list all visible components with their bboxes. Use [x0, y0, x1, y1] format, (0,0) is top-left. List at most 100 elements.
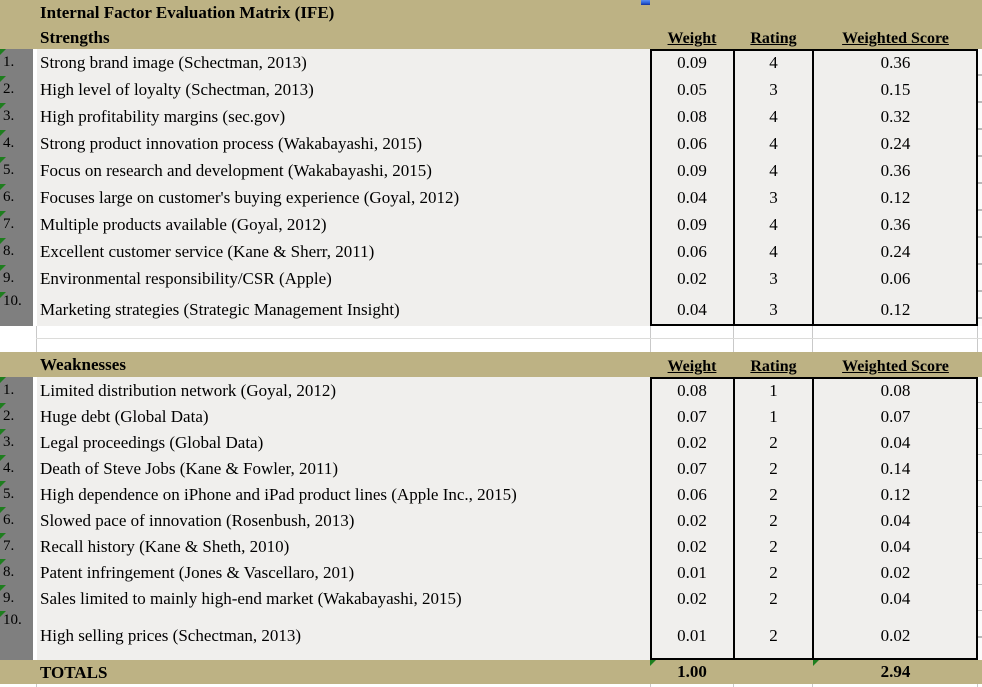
- row-number-cell[interactable]: 6.: [0, 507, 33, 533]
- column-header-weighted-score[interactable]: Weighted Score: [842, 29, 949, 47]
- row-number-cell[interactable]: 8.: [0, 238, 33, 265]
- factor-cell[interactable]: Strong brand image (Schectman, 2013): [37, 49, 650, 76]
- row-number-cell[interactable]: 3.: [0, 103, 33, 130]
- rating-cell[interactable]: 4: [734, 211, 813, 238]
- rating-cell[interactable]: 4: [734, 130, 813, 157]
- weight-cell[interactable]: 0.01: [650, 559, 734, 585]
- row-number-cell[interactable]: 9.: [0, 585, 33, 611]
- rating-cell[interactable]: 2: [734, 429, 813, 455]
- rating-cell[interactable]: 2: [734, 455, 813, 481]
- factor-cell[interactable]: Legal proceedings (Global Data): [37, 429, 650, 455]
- weight-cell[interactable]: 0.08: [650, 377, 734, 403]
- row-number-cell[interactable]: 9.: [0, 265, 33, 292]
- score-cell[interactable]: 0.06: [813, 265, 978, 292]
- row-number-cell[interactable]: 5.: [0, 481, 33, 507]
- factor-cell[interactable]: Focus on research and development (Wakab…: [37, 157, 650, 184]
- score-cell[interactable]: 0.32: [813, 103, 978, 130]
- row-number-cell[interactable]: 3.: [0, 429, 33, 455]
- weight-cell[interactable]: 0.02: [650, 507, 734, 533]
- weight-cell[interactable]: 0.08: [650, 103, 734, 130]
- rating-cell[interactable]: 3: [734, 265, 813, 292]
- score-cell[interactable]: 0.04: [813, 429, 978, 455]
- rating-cell[interactable]: 3: [734, 76, 813, 103]
- factor-cell[interactable]: Limited distribution network (Goyal, 201…: [37, 377, 650, 403]
- row-number-cell[interactable]: 1.: [0, 377, 33, 403]
- row-number-cell[interactable]: 1.: [0, 49, 33, 76]
- totals-label[interactable]: TOTALS: [40, 662, 108, 682]
- weaknesses-label[interactable]: Weaknesses: [40, 355, 126, 374]
- score-cell[interactable]: 0.12: [813, 481, 978, 507]
- rating-cell[interactable]: 1: [734, 377, 813, 403]
- row-number-cell[interactable]: 6.: [0, 184, 33, 211]
- rating-cell[interactable]: 2: [734, 533, 813, 559]
- score-cell[interactable]: 0.24: [813, 238, 978, 265]
- weight-cell[interactable]: 0.06: [650, 238, 734, 265]
- factor-cell[interactable]: High selling prices (Schectman, 2013): [37, 611, 650, 660]
- score-cell[interactable]: 0.15: [813, 76, 978, 103]
- rating-cell[interactable]: 2: [734, 481, 813, 507]
- column-header-rating[interactable]: Rating: [750, 357, 797, 375]
- rating-cell[interactable]: 3: [734, 184, 813, 211]
- score-cell[interactable]: 0.04: [813, 585, 978, 611]
- score-cell[interactable]: 0.02: [813, 611, 978, 660]
- row-number-cell[interactable]: 5.: [0, 157, 33, 184]
- score-cell[interactable]: 0.24: [813, 130, 978, 157]
- factor-cell[interactable]: Death of Steve Jobs (Kane & Fowler, 2011…: [37, 455, 650, 481]
- rating-cell[interactable]: 1: [734, 403, 813, 429]
- row-number-cell[interactable]: 8.: [0, 559, 33, 585]
- score-cell[interactable]: 0.04: [813, 533, 978, 559]
- weight-cell[interactable]: 0.04: [650, 292, 734, 326]
- weight-cell[interactable]: 0.09: [650, 211, 734, 238]
- factor-cell[interactable]: Recall history (Kane & Sheth, 2010): [37, 533, 650, 559]
- weight-cell[interactable]: 0.04: [650, 184, 734, 211]
- score-cell[interactable]: 0.36: [813, 211, 978, 238]
- factor-cell[interactable]: Strong product innovation process (Wakab…: [37, 130, 650, 157]
- rating-cell[interactable]: 2: [734, 585, 813, 611]
- row-number-cell[interactable]: 4.: [0, 455, 33, 481]
- score-cell[interactable]: 0.04: [813, 507, 978, 533]
- factor-cell[interactable]: Sales limited to mainly high-end market …: [37, 585, 650, 611]
- weight-cell[interactable]: 0.07: [650, 403, 734, 429]
- column-header-rating[interactable]: Rating: [750, 29, 797, 47]
- factor-cell[interactable]: High dependence on iPhone and iPad produ…: [37, 481, 650, 507]
- score-cell[interactable]: 0.12: [813, 184, 978, 211]
- row-number-cell[interactable]: 2.: [0, 76, 33, 103]
- weight-cell[interactable]: 0.02: [650, 429, 734, 455]
- row-number-cell[interactable]: 10.: [0, 292, 33, 326]
- totals-score-value[interactable]: 2.94: [880, 662, 911, 681]
- factor-cell[interactable]: High level of loyalty (Schectman, 2013): [37, 76, 650, 103]
- factor-cell[interactable]: Focuses large on customer's buying exper…: [37, 184, 650, 211]
- row-number-cell[interactable]: 2.: [0, 403, 33, 429]
- rating-cell[interactable]: 4: [734, 49, 813, 76]
- row-number-cell[interactable]: 7.: [0, 211, 33, 238]
- row-number-cell[interactable]: 4.: [0, 130, 33, 157]
- row-number-cell[interactable]: 7.: [0, 533, 33, 559]
- rating-cell[interactable]: 2: [734, 611, 813, 660]
- weight-cell[interactable]: 0.09: [650, 157, 734, 184]
- score-cell[interactable]: 0.14: [813, 455, 978, 481]
- weight-cell[interactable]: 0.01: [650, 611, 734, 660]
- score-cell[interactable]: 0.07: [813, 403, 978, 429]
- score-cell[interactable]: 0.36: [813, 157, 978, 184]
- score-cell[interactable]: 0.08: [813, 377, 978, 403]
- factor-cell[interactable]: High profitability margins (sec.gov): [37, 103, 650, 130]
- totals-weight-value[interactable]: 1.00: [677, 662, 707, 681]
- weight-cell[interactable]: 0.07: [650, 455, 734, 481]
- rating-cell[interactable]: 4: [734, 157, 813, 184]
- weight-cell[interactable]: 0.02: [650, 265, 734, 292]
- factor-cell[interactable]: Environmental responsibility/CSR (Apple): [37, 265, 650, 292]
- factor-cell[interactable]: Multiple products available (Goyal, 2012…: [37, 211, 650, 238]
- rating-cell[interactable]: 3: [734, 292, 813, 326]
- weight-cell[interactable]: 0.06: [650, 481, 734, 507]
- score-cell[interactable]: 0.36: [813, 49, 978, 76]
- weight-cell[interactable]: 0.02: [650, 585, 734, 611]
- score-cell[interactable]: 0.02: [813, 559, 978, 585]
- factor-cell[interactable]: Excellent customer service (Kane & Sherr…: [37, 238, 650, 265]
- factor-cell[interactable]: Marketing strategies (Strategic Manageme…: [37, 292, 650, 326]
- weight-cell[interactable]: 0.02: [650, 533, 734, 559]
- factor-cell[interactable]: Huge debt (Global Data): [37, 403, 650, 429]
- weight-cell[interactable]: 0.05: [650, 76, 734, 103]
- blue-object-marker-icon[interactable]: [641, 0, 650, 5]
- column-header-weighted-score[interactable]: Weighted Score: [842, 357, 949, 375]
- factor-cell[interactable]: Patent infringement (Jones & Vascellaro,…: [37, 559, 650, 585]
